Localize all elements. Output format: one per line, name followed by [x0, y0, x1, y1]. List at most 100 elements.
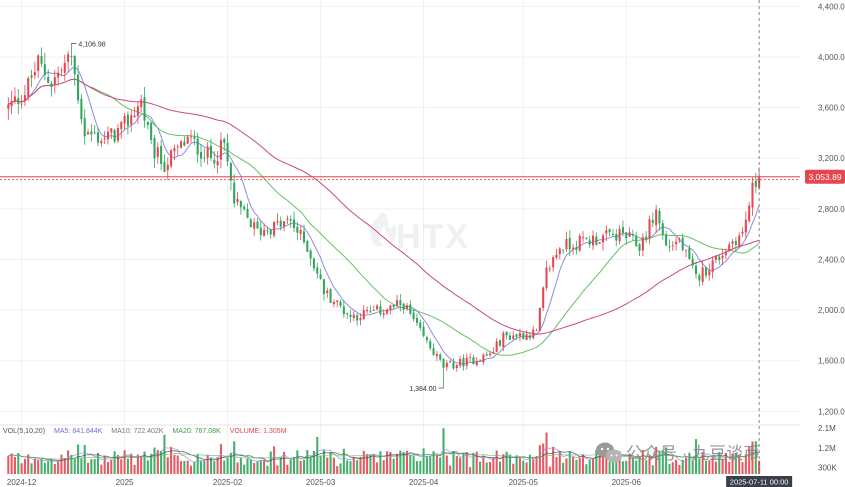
candle-body	[691, 258, 694, 266]
candle	[259, 220, 262, 241]
candle	[525, 330, 528, 341]
candle-body	[70, 56, 73, 58]
candle	[718, 253, 721, 265]
volume-bar	[110, 459, 113, 474]
candle	[389, 304, 392, 315]
candle-body	[226, 142, 229, 162]
candle	[110, 128, 113, 140]
volume-bar	[611, 453, 614, 474]
candle-body	[116, 128, 119, 141]
candle	[60, 67, 63, 77]
candle	[565, 231, 568, 252]
volume-bar	[17, 453, 20, 474]
volume-bar	[508, 455, 511, 474]
volume-bar	[190, 465, 193, 474]
volume-bar	[33, 458, 36, 474]
candle-body	[645, 236, 648, 240]
candle	[63, 54, 66, 81]
candle-body	[133, 115, 136, 118]
volume-bar	[329, 451, 332, 474]
candle-body	[738, 235, 741, 247]
volume-bar	[116, 455, 119, 474]
candle	[625, 231, 628, 245]
candle	[332, 299, 335, 308]
candle-body	[562, 249, 565, 251]
candle	[47, 69, 50, 84]
candle	[283, 221, 286, 232]
candle-body	[419, 322, 422, 328]
candle	[462, 354, 465, 371]
candle	[17, 89, 20, 115]
volume-bar	[352, 456, 355, 474]
candle	[495, 338, 498, 353]
candle-body	[163, 161, 166, 172]
candle	[190, 129, 193, 143]
candle	[226, 133, 229, 167]
volume-bar	[326, 457, 329, 474]
volume-bar	[661, 450, 664, 474]
volume-bar	[180, 461, 183, 474]
volume-bar	[43, 462, 46, 474]
volume-bar	[13, 456, 16, 474]
candle-body	[87, 132, 90, 135]
volume-tick-label: 1.2M	[818, 444, 836, 453]
candle-body	[259, 227, 262, 236]
candle	[691, 253, 694, 269]
volume-bar	[738, 454, 741, 474]
candle	[405, 302, 409, 311]
candle-body	[216, 161, 219, 166]
candle	[748, 201, 751, 223]
time-tick-label: 2025-06	[612, 478, 642, 487]
candle	[256, 218, 259, 229]
candle	[701, 260, 704, 286]
volume-bar	[136, 454, 139, 474]
candle-body	[402, 303, 405, 310]
candle-body	[655, 209, 658, 226]
candle-body	[289, 219, 292, 221]
candle-body	[475, 361, 478, 366]
volume-bar	[60, 454, 63, 474]
volume-bar	[741, 462, 744, 474]
candle	[611, 229, 614, 237]
candle-body	[635, 235, 638, 247]
candle-body	[27, 78, 30, 98]
candle	[469, 353, 472, 362]
candle-body	[17, 98, 20, 105]
candle-body	[435, 354, 438, 357]
candle-body	[302, 231, 306, 243]
volume-tick-label: 300K	[818, 463, 837, 472]
candle-body	[372, 310, 375, 311]
candle	[133, 106, 136, 118]
candle	[120, 121, 123, 139]
volume-bar	[512, 463, 515, 474]
candle-body	[608, 228, 611, 233]
volume-bar	[758, 460, 761, 474]
candle-body	[751, 182, 754, 208]
ma-mid-line	[8, 78, 760, 356]
candle-body	[558, 248, 561, 255]
volume-bar	[120, 459, 123, 474]
volume-bar	[266, 465, 269, 474]
candle-body	[362, 310, 365, 320]
candle	[728, 241, 731, 253]
candle	[286, 215, 289, 224]
candle	[123, 113, 126, 130]
volume-bar	[628, 453, 631, 474]
candle	[572, 243, 575, 255]
volume-bar	[535, 456, 538, 474]
candle	[362, 305, 365, 320]
volume-bar	[608, 461, 611, 474]
candle	[435, 350, 438, 361]
candle-body	[249, 219, 252, 227]
volume-bar	[671, 462, 674, 474]
volume-bar	[688, 452, 691, 474]
volume-bar	[73, 458, 76, 474]
volume-bar	[409, 455, 412, 474]
candle-body	[459, 359, 462, 366]
candle-body	[591, 235, 595, 246]
time-tick-label: 2025-05	[509, 478, 539, 487]
candle-body	[711, 260, 714, 273]
candle	[455, 363, 458, 372]
candle	[505, 331, 508, 340]
